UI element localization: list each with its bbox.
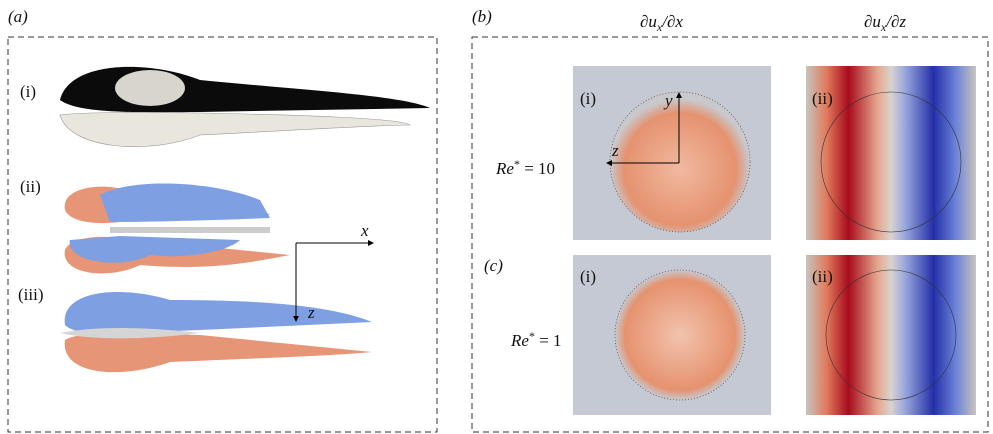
axis-label: z [611,141,619,160]
row-label: (iii) [18,285,44,304]
panel-frame [471,36,989,433]
heatmap-core [609,91,751,233]
heatmap-core [614,269,746,401]
column-header: ∂ux/∂x [640,12,683,34]
panel-label: (c) [484,256,503,275]
shape-i [59,66,430,147]
row-label: (i) [20,82,36,101]
heatmap [806,66,976,240]
row-label: (ii) [20,177,41,196]
panel-a: (a) (i) (ii) (iii) x z [7,7,438,433]
axes-indicator: x z [293,221,374,322]
axis-label: z [307,303,315,322]
cell-label: (i) [580,89,596,108]
column-header: ∂ux/∂z [864,12,906,34]
cell-label: (ii) [812,89,833,108]
heatmap-outline [825,269,957,401]
shape-iii [60,292,372,373]
panel-label: (b) [472,7,492,26]
row-label: Re* = 1 [510,329,562,350]
panel-label: (a) [8,7,28,26]
axis-label: y [663,91,673,110]
heatmap-outline [820,91,962,233]
cell-label: (ii) [812,267,833,286]
axes-indicator: y z [606,91,682,166]
panel-frame [7,36,438,433]
cell-label: (i) [580,267,596,286]
heatmap [806,255,976,415]
shape-ii [64,183,290,274]
axis-label: x [360,221,369,240]
row-label: Re* = 10 [495,157,555,178]
panel-b: (b) ∂ux/∂x ∂ux/∂z (i) (ii) y z Re* = 10 … [471,7,989,433]
